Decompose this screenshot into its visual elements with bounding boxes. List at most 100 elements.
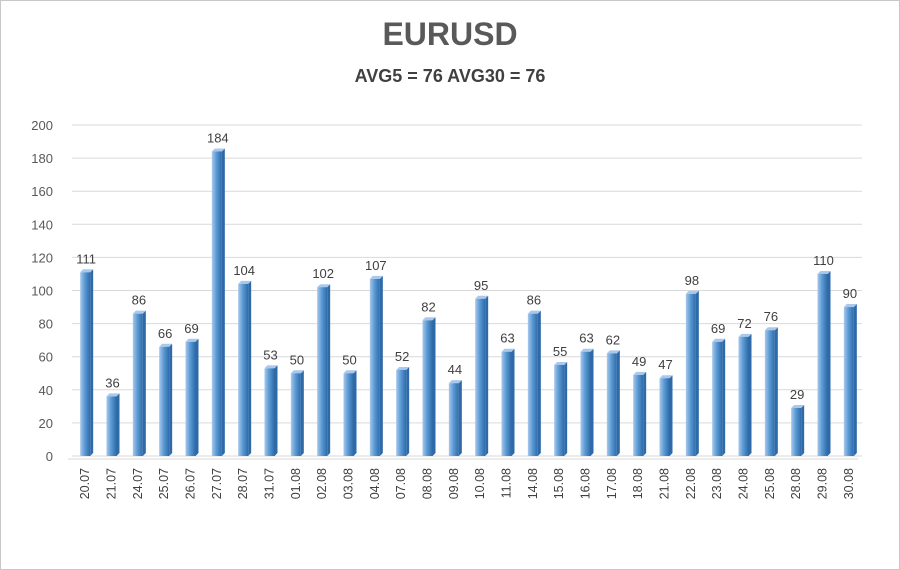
bar-top	[606, 350, 620, 354]
bar-top	[738, 333, 752, 337]
bar-top	[633, 371, 647, 375]
bar-01.08	[290, 370, 304, 456]
bar-top	[791, 405, 805, 409]
bar	[501, 351, 512, 456]
bar-30.08	[843, 304, 857, 456]
gridlines	[68, 124, 862, 460]
x-tick-label: 07.08	[394, 468, 408, 499]
bar	[264, 368, 275, 456]
x-tick-label: 01.08	[289, 468, 303, 499]
x-tick-label: 21.08	[658, 468, 672, 499]
bar-side	[90, 269, 94, 456]
data-label: 55	[553, 344, 567, 359]
bar	[712, 341, 723, 456]
bar-side	[669, 375, 673, 456]
bar-top	[290, 370, 304, 374]
bar-side	[590, 348, 594, 456]
data-label: 63	[579, 331, 593, 346]
bar-side	[643, 371, 647, 456]
bar	[633, 374, 644, 456]
bar	[843, 307, 854, 456]
bar	[211, 151, 222, 457]
bar-side	[774, 327, 778, 456]
bar-side	[616, 350, 620, 456]
bar-side	[537, 310, 541, 456]
data-label: 82	[421, 299, 435, 314]
bar	[685, 293, 696, 456]
bar	[527, 313, 538, 456]
x-tick-label: 21.07	[105, 468, 119, 499]
data-label: 107	[365, 258, 387, 273]
bar-10.08	[475, 295, 489, 456]
bar-top	[343, 370, 357, 374]
bar-top	[712, 338, 726, 342]
data-label: 53	[263, 347, 277, 362]
bar-top	[475, 295, 489, 299]
bar-side	[300, 370, 304, 456]
bar-17.08	[606, 350, 620, 456]
bar-side	[432, 317, 436, 456]
data-label: 29	[790, 387, 804, 402]
bar-25.07	[159, 343, 173, 456]
y-tick-label: 80	[39, 317, 53, 332]
data-label: 49	[632, 354, 646, 369]
bar-top	[817, 270, 831, 274]
bar-side	[853, 304, 857, 456]
bar	[448, 383, 459, 456]
bar-side	[169, 343, 173, 456]
x-tick-label: 22.08	[684, 468, 698, 499]
y-tick-label: 180	[31, 151, 53, 166]
bar-04.08	[369, 275, 383, 456]
bar-top	[80, 269, 94, 273]
bar-top	[317, 284, 331, 288]
bar-21.08	[659, 375, 673, 456]
bar-top	[132, 310, 146, 314]
data-label: 52	[395, 349, 409, 364]
bar-side	[801, 405, 805, 456]
bar	[343, 373, 354, 456]
data-label: 36	[105, 375, 119, 390]
y-tick-label: 0	[46, 449, 53, 464]
bar-side	[827, 270, 831, 456]
x-tick-label: 03.08	[342, 468, 356, 499]
x-tick-label: 16.08	[579, 468, 593, 499]
y-tick-label: 60	[39, 350, 53, 365]
bar-28.07	[238, 280, 252, 456]
bar-02.08	[317, 284, 331, 456]
bar-28.08	[791, 405, 805, 456]
x-tick-label: 17.08	[605, 468, 619, 499]
x-tick-label: 14.08	[526, 468, 540, 499]
bar-side	[406, 366, 410, 456]
bar-21.07	[106, 393, 120, 456]
x-tick-label: 27.07	[210, 468, 224, 499]
bar-31.07	[264, 365, 278, 456]
bar	[396, 369, 407, 456]
y-tick-label: 160	[31, 184, 53, 199]
bar	[106, 396, 117, 456]
bar-07.08	[396, 366, 410, 456]
chart-subtitle: AVG5 = 76 AVG30 = 76	[354, 66, 546, 86]
data-label: 184	[207, 130, 229, 145]
data-label: 47	[658, 357, 672, 372]
y-tick-label: 120	[31, 250, 53, 265]
bar-18.08	[633, 371, 647, 456]
bar-24.08	[738, 333, 752, 456]
bar	[475, 298, 486, 456]
bar	[290, 373, 301, 456]
x-tick-label: 28.07	[236, 468, 250, 499]
x-tick-label: 29.08	[816, 468, 830, 499]
bar-top	[159, 343, 173, 347]
bar-top	[264, 365, 278, 369]
bar-side	[485, 295, 489, 456]
bar	[738, 336, 749, 456]
bar-09.08	[448, 380, 462, 456]
bar-25.08	[764, 327, 778, 456]
data-label: 110	[813, 253, 834, 268]
x-tick-label: 09.08	[447, 468, 461, 499]
bar-top	[448, 380, 462, 384]
bar-11.08	[501, 348, 515, 456]
x-tick-label: 08.08	[421, 468, 435, 499]
bar-24.07	[132, 310, 146, 456]
bar-side	[221, 148, 225, 457]
